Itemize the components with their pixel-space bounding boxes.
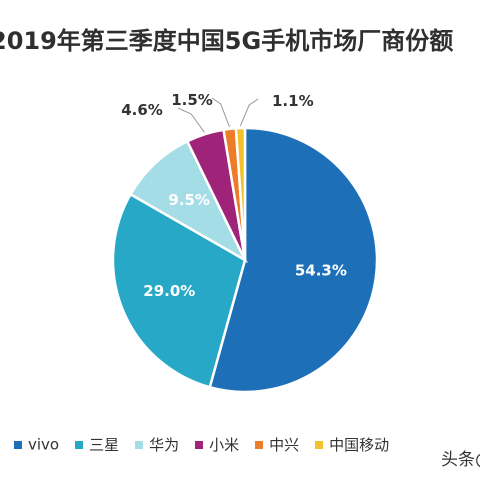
legend-item-5: 中兴 [255,434,299,455]
pie-slice-6 [234,126,247,261]
slice-value-label-4: 4.6% [121,101,163,119]
watermark-text: 头条@ [441,450,480,470]
slice-value-label-6: 1.1% [272,92,314,110]
legend-item-2: 三星 [75,434,119,455]
slice-value-label-3: 9.5% [168,191,210,209]
legend-swatch-5 [255,440,264,449]
pie-slice-1 [208,126,379,394]
pie-slice-3 [128,139,248,264]
legend-swatch-2 [75,440,84,449]
slice-value-label-1: 54.3% [295,261,347,279]
legend-label-1: vivo [28,435,60,454]
slice-value-label-2: 29.0% [143,282,195,300]
legend-label-3: 华为 [149,436,180,454]
legend-label-2: 三星 [89,436,120,454]
slice-value-label-5: 1.5% [171,91,213,109]
legend-item-3: 华为 [135,434,179,455]
legend-item-6: 中国移动 [315,434,389,455]
legend-item-4: 小米 [195,434,239,455]
chart-title: 2019年第三季度中国5G手机市场厂商份额 [0,27,454,55]
leader-line-5 [211,97,230,128]
leader-line-4 [177,107,205,133]
legend-swatch-1 [14,440,22,449]
legend-label-5: 中兴 [269,436,300,454]
legend-item-1: vivo [14,435,59,454]
legend: vivo 三星 华为 小米 中兴 中国移动 [14,434,405,458]
legend-label-4: 小米 [209,436,240,454]
legend-swatch-6 [315,440,324,449]
legend-swatch-4 [195,440,204,449]
leader-line-6 [239,98,259,127]
legend-swatch-3 [135,440,144,449]
legend-label-6: 中国移动 [329,436,390,454]
